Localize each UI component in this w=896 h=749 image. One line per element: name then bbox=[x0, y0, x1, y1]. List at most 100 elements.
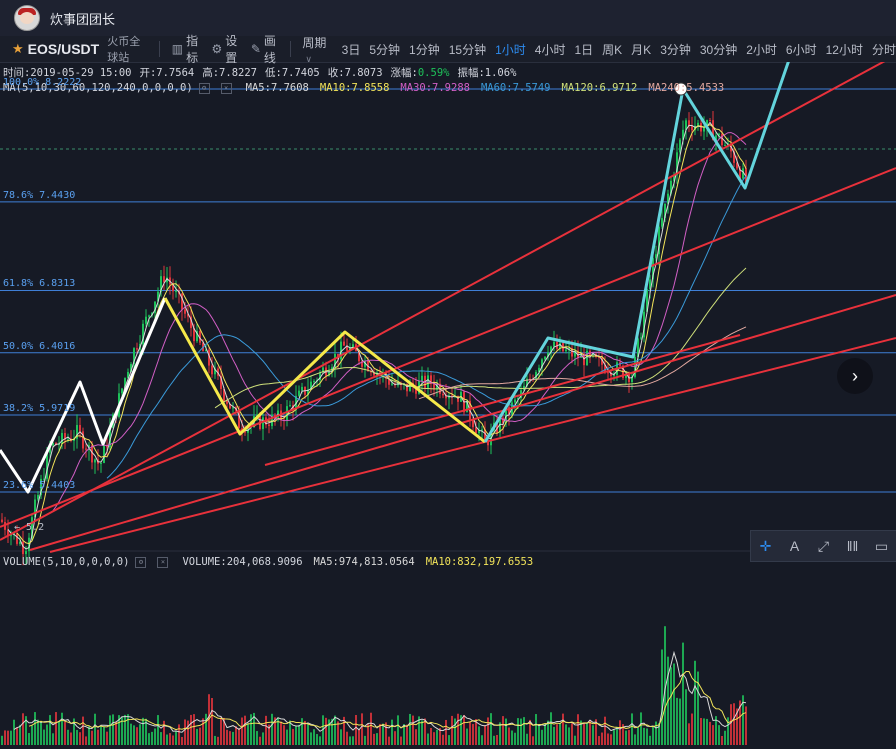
volume-bar bbox=[736, 708, 738, 745]
ma-close-icon[interactable]: × bbox=[220, 82, 232, 94]
indicators-button[interactable]: ▥ 指标 bbox=[172, 32, 200, 66]
avatar[interactable] bbox=[14, 5, 40, 31]
candle-body bbox=[709, 120, 711, 122]
volume-bar bbox=[412, 715, 414, 745]
candles-group bbox=[1, 111, 747, 566]
volume-bar bbox=[436, 729, 438, 745]
candle-body bbox=[79, 425, 81, 432]
candle-body bbox=[406, 383, 408, 392]
candle-body bbox=[592, 353, 594, 356]
ma-settings-icon[interactable]: ⚙ bbox=[198, 82, 210, 94]
candle-body bbox=[271, 414, 273, 427]
draw-line-button[interactable]: ✎ 画线 bbox=[251, 32, 278, 66]
candle-body bbox=[25, 551, 27, 555]
candle-body bbox=[559, 342, 561, 349]
period-0[interactable]: 3日 bbox=[341, 42, 361, 57]
ohlc-change-label: 涨幅: bbox=[390, 67, 418, 79]
period-12[interactable]: 6小时 bbox=[785, 42, 817, 57]
volume-bar bbox=[478, 726, 480, 745]
volume-bar bbox=[685, 689, 687, 745]
volume-bar bbox=[349, 736, 351, 745]
period-3[interactable]: 15分钟 bbox=[448, 42, 487, 57]
chart-area[interactable] bbox=[0, 62, 896, 749]
candle-body bbox=[64, 433, 66, 440]
candle-body bbox=[301, 386, 303, 391]
period-dropdown[interactable]: 周期 ∨ bbox=[302, 34, 326, 65]
volume-bar bbox=[157, 715, 159, 745]
ma60-line bbox=[106, 175, 747, 479]
ray-icon[interactable]: ⤢ bbox=[817, 537, 830, 554]
volume-bar bbox=[517, 718, 519, 745]
period-1[interactable]: 5分钟 bbox=[369, 42, 401, 57]
period-8[interactable]: 月K bbox=[631, 42, 652, 57]
crosshair-icon[interactable]: ✛ bbox=[759, 537, 772, 554]
volume-bar bbox=[628, 729, 630, 745]
volume-bar bbox=[178, 724, 180, 745]
volume-close-icon[interactable]: × bbox=[157, 556, 169, 568]
trend-line-3 bbox=[49, 337, 896, 553]
candle-body bbox=[109, 427, 111, 448]
volume-bar bbox=[466, 728, 468, 745]
volume-bar bbox=[649, 735, 651, 745]
volume-bar bbox=[298, 724, 300, 745]
period-10[interactable]: 30分钟 bbox=[699, 42, 738, 57]
rect-icon[interactable]: ▭ bbox=[874, 537, 889, 554]
candle-body bbox=[637, 338, 639, 358]
volume-bar bbox=[100, 725, 102, 745]
volume-bar bbox=[442, 734, 444, 745]
volume-bar bbox=[334, 715, 336, 745]
volume-bar bbox=[133, 725, 135, 745]
volume-bar bbox=[487, 717, 489, 745]
volume-bar bbox=[163, 720, 165, 745]
period-9[interactable]: 3分钟 bbox=[660, 42, 691, 57]
settings-button[interactable]: ⚙ 设置 bbox=[211, 32, 238, 66]
candle-body bbox=[229, 403, 231, 409]
divider bbox=[159, 41, 160, 57]
volume-bar bbox=[352, 736, 354, 745]
volume-bar bbox=[304, 720, 306, 745]
parallel-icon[interactable]: ‖‖ bbox=[846, 538, 859, 554]
volume-bar bbox=[733, 703, 735, 745]
volume-bar bbox=[232, 731, 234, 745]
candle-body bbox=[145, 316, 147, 324]
volume-bar bbox=[364, 735, 366, 745]
volume-bar bbox=[124, 714, 126, 745]
volume-bar bbox=[367, 723, 369, 745]
divider bbox=[289, 41, 291, 57]
volume-bar bbox=[340, 729, 342, 745]
volume-bar bbox=[613, 730, 615, 745]
candle-body bbox=[313, 380, 315, 382]
volume-bar bbox=[724, 730, 726, 745]
ohlc-amplitude: 振幅:1.06% bbox=[457, 67, 517, 79]
period-4[interactable]: 1小时 bbox=[495, 42, 526, 57]
symbol-name[interactable]: EOS/USDT bbox=[27, 41, 100, 57]
period-13[interactable]: 12小时 bbox=[825, 42, 863, 57]
volume-bar bbox=[190, 714, 192, 745]
period-14[interactable]: 分时 bbox=[871, 42, 896, 57]
candle-body bbox=[193, 328, 195, 342]
period-5[interactable]: 4小时 bbox=[534, 42, 566, 57]
volume-bar bbox=[496, 734, 498, 745]
candlestick-chart[interactable] bbox=[0, 62, 896, 749]
favorite-star-icon[interactable]: ★ bbox=[12, 41, 24, 56]
period-2[interactable]: 1分钟 bbox=[409, 42, 440, 57]
volume-bar bbox=[61, 712, 63, 745]
volume-settings-icon[interactable]: ⚙ bbox=[135, 556, 147, 568]
volume-bar bbox=[433, 732, 435, 745]
volume-bar bbox=[571, 723, 573, 745]
volume-bar bbox=[604, 716, 606, 745]
candle-body bbox=[256, 414, 258, 417]
period-6[interactable]: 1日 bbox=[574, 42, 594, 57]
volume-bar bbox=[301, 718, 303, 745]
candle-body bbox=[103, 444, 105, 463]
candle-body bbox=[736, 162, 738, 169]
candle-body bbox=[598, 357, 600, 359]
candle-body bbox=[364, 360, 366, 367]
period-7[interactable]: 周K bbox=[602, 42, 623, 57]
volume-bar bbox=[421, 720, 423, 745]
text-icon[interactable]: A bbox=[789, 538, 800, 554]
period-11[interactable]: 2小时 bbox=[746, 42, 777, 57]
chevron-right-icon[interactable]: › bbox=[837, 358, 873, 394]
period-list: 3日 5分钟 1分钟 15分钟 1小时 4小时 1日 周K 月K 3分钟 30分钟 2小时 6小时 12小… bbox=[333, 41, 896, 58]
volume-bar bbox=[235, 726, 237, 745]
